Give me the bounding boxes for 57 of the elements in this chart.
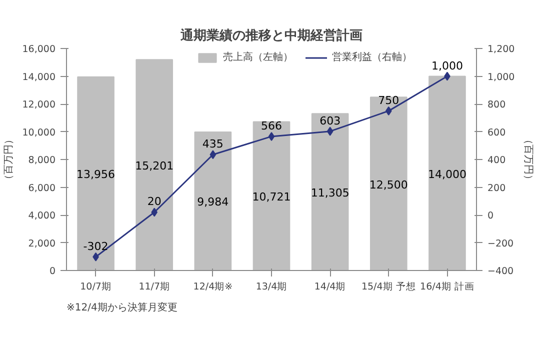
y2-tick-label: −400 [488,266,514,277]
data-label: 9,984 [197,196,229,209]
data-label: 10,721 [252,190,291,204]
y2-tick-label: 600 [488,127,506,138]
x-tick-label: 10/7期 [80,280,112,292]
chart-title: 通期業績の推移と中期経営計画 [180,28,362,44]
data-label: 15,201 [135,160,174,173]
y-tick-label: 14,000 [22,72,56,83]
y-tick-label: 2,000 [28,238,56,250]
y2-tick-label: 0 [488,210,494,222]
y2-tick-label: 400 [488,155,506,166]
data-label: 11,305 [310,186,350,200]
bar [77,76,114,270]
bar [370,96,408,270]
x-tick-label: 14/4期 [314,280,346,292]
data-label: 750 [378,94,400,107]
point [326,126,334,136]
y-tick-label: 8,000 [28,155,56,166]
point [151,208,158,217]
y-tick-label: 10,000 [22,127,56,138]
data-label: 13,956 [76,168,116,182]
bar [311,113,349,270]
data-label: 435 [202,138,224,151]
data-label: 603 [320,114,341,128]
x-tick-label: 12/4期※ [193,280,233,292]
data-label: 14,000 [428,168,466,181]
y2-tick-label: −200 [488,238,514,250]
x-tick-label: 15/4期 予想 [361,280,416,292]
y-tick-label: 0 [49,266,56,277]
y-tick-label: 16,000 [22,44,56,55]
bar [252,121,290,270]
bar [194,131,232,270]
y2-tick-label: 1,200 [488,44,515,55]
point [385,106,392,116]
data-label: 20 [147,195,162,208]
y2-axis-title: （百万円） [522,134,534,184]
y-axis-title: （百万円） [3,134,14,184]
bar [428,76,466,270]
x-tick-label: 11/7期 [138,280,170,292]
y2-tick-label: 800 [488,100,506,110]
legend-label: 売上高（左軸） [223,50,293,64]
y-tick-label: 12,000 [22,100,56,110]
y-tick-label: 4,000 [28,210,56,222]
y2-tick-label: 200 [488,182,506,194]
x-tick-label: 16/4期 計画 [420,280,474,292]
point [268,132,275,141]
point [210,150,216,160]
legend-label: 営業利益（右軸） [332,50,412,64]
data-label: 12,500 [369,178,408,192]
text: ※12/4期から決算月変更 [66,302,178,314]
bar [136,59,174,270]
data-label: 566 [261,119,282,132]
y-tick-label: 6,000 [28,182,56,194]
data-label: -302 [83,240,108,253]
data-label: 1,000 [431,59,463,72]
x-tick-label: 13/4期 [256,280,288,292]
y2-tick-label: 1,000 [488,72,515,83]
